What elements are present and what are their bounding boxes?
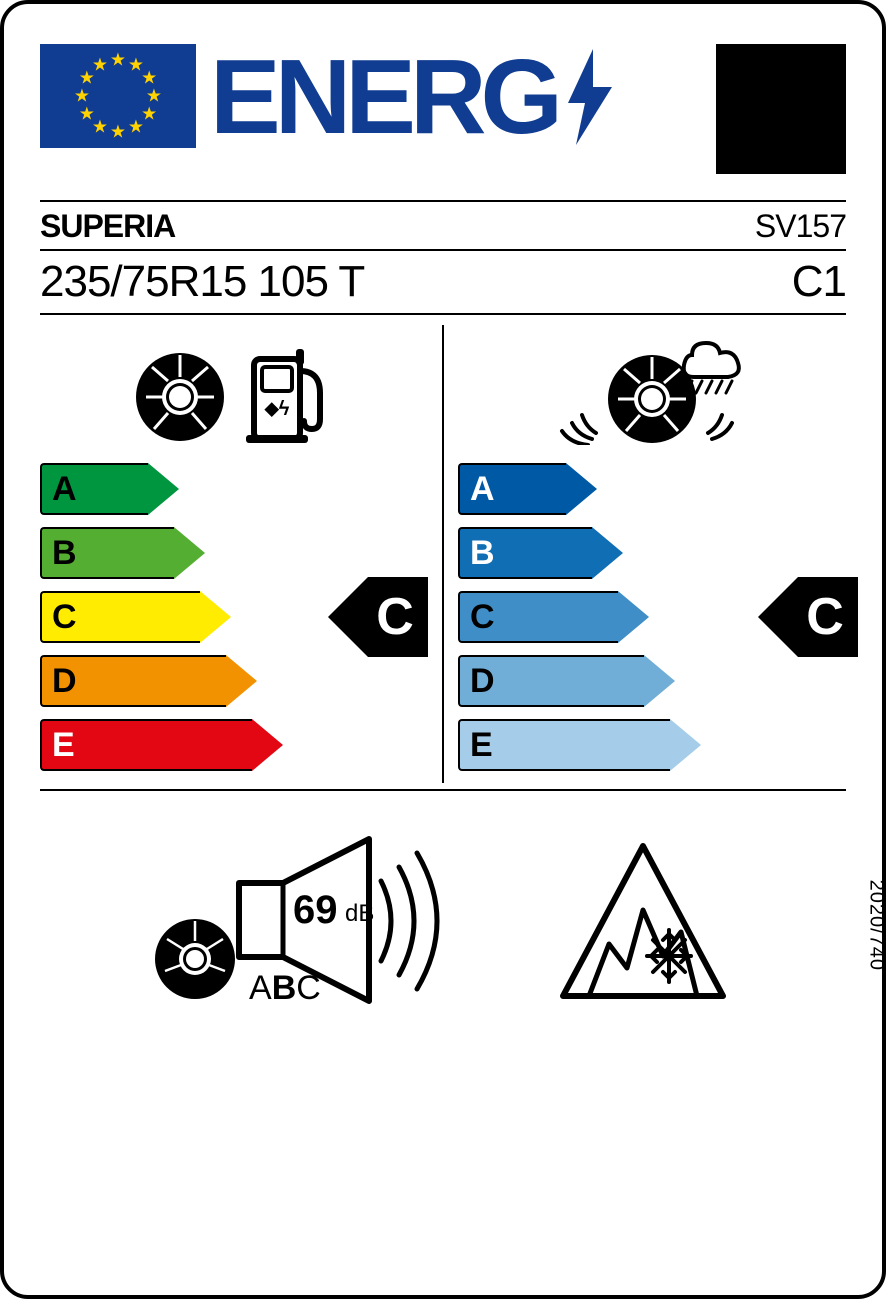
rating-arrow-e: E [458, 719, 846, 771]
rating-arrow-d: D [458, 655, 846, 707]
rating-arrow-a: A [458, 463, 846, 515]
tyre-class: C1 [792, 257, 846, 307]
tyre-row: 235/75R15 105 T C1 [40, 249, 846, 311]
energy-text: ENERG [210, 44, 557, 150]
supplier-name: SUPERIA [40, 208, 175, 245]
rating-columns: ⬥ϟ ABCDEC [40, 325, 846, 783]
eu-flag-icon: ★★★★★★★★★★★★ [40, 44, 196, 148]
rating-arrow-b: B [458, 527, 846, 579]
wet-pictogram [458, 333, 846, 445]
header: ★★★★★★★★★★★★ ENERG [40, 44, 846, 174]
article-number: SV157 [755, 208, 846, 245]
noise-pictogram: 69 dB ABC [153, 831, 473, 1011]
energy-logo: ENERG [210, 44, 702, 150]
wet-grip-column: ABCDEC [446, 325, 846, 783]
tyre-fuel-icon: ⬥ϟ [134, 337, 334, 445]
rating-arrow-d: D [40, 655, 428, 707]
tyre-size: 235/75R15 105 T [40, 257, 364, 307]
noise-db-unit: dB [345, 900, 374, 927]
noise-class-scale: ABC [249, 969, 321, 1007]
wet-scale: ABCDEC [458, 463, 846, 771]
rating-badge: C [758, 577, 858, 657]
rating-badge: C [328, 577, 428, 657]
eu-tyre-label: ★★★★★★★★★★★★ ENERG [0, 0, 886, 1299]
noise-db-value: 69 [293, 888, 338, 932]
fuel-scale: ABCDEC [40, 463, 428, 771]
supplier-row: SUPERIA SV157 [40, 200, 846, 249]
rating-arrow-e: E [40, 719, 428, 771]
rating-arrow-a: A [40, 463, 428, 515]
column-divider [442, 325, 444, 783]
tyre-speaker-icon: 69 dB ABC [153, 831, 473, 1011]
tyre-rain-icon [542, 337, 762, 445]
snow-grip-icon [553, 836, 733, 1006]
regulation-number: 2020/740 [864, 880, 886, 971]
fuel-efficiency-column: ⬥ϟ ABCDEC [40, 325, 440, 783]
qr-code-icon [716, 44, 846, 174]
fuel-pictogram: ⬥ϟ [40, 333, 428, 445]
svg-text:⬥ϟ: ⬥ϟ [264, 398, 290, 420]
lightning-bolt-icon [565, 49, 615, 145]
bottom-section: 69 dB ABC [40, 831, 846, 1011]
rating-arrow-b: B [40, 527, 428, 579]
